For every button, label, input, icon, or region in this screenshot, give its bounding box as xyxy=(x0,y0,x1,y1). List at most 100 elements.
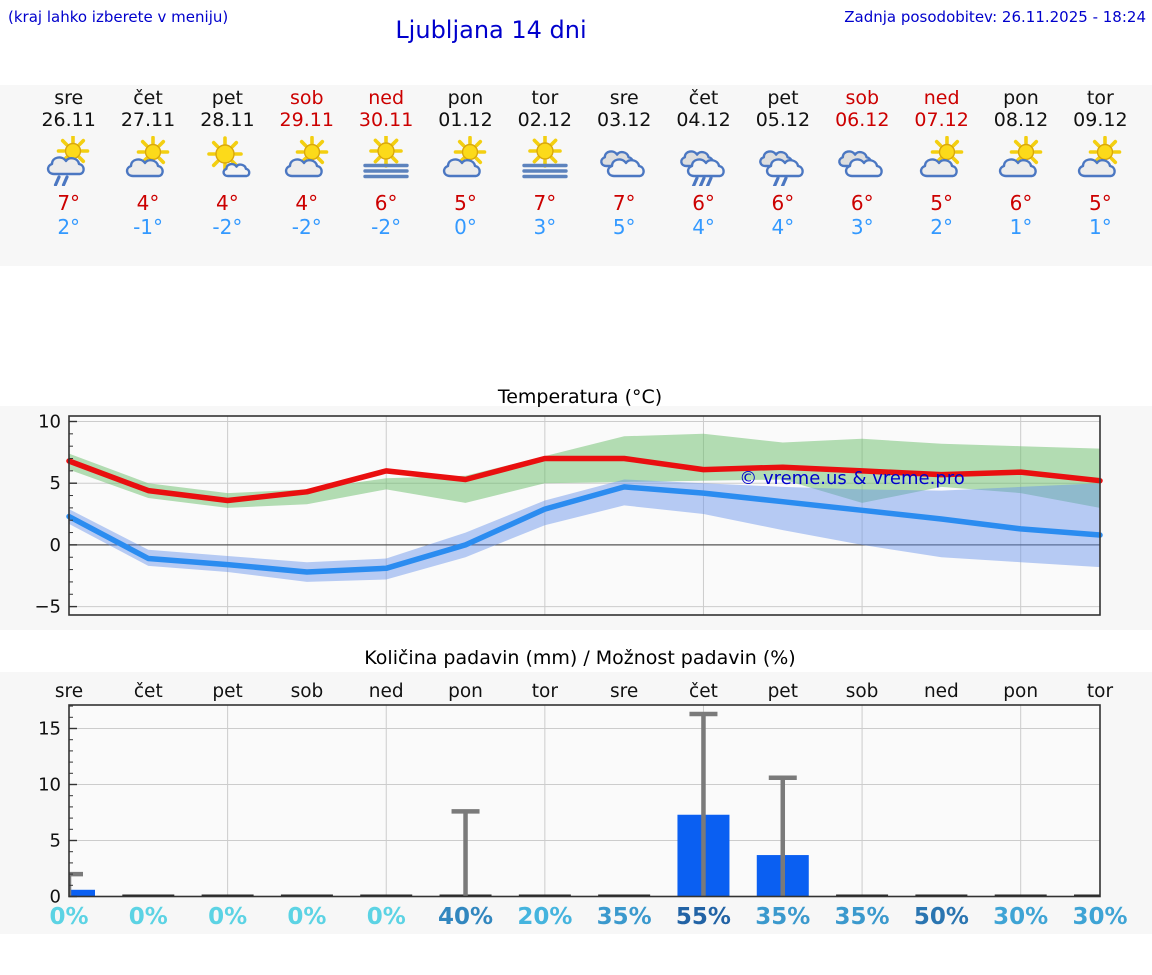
day-name: ned xyxy=(368,87,405,109)
day-high-temp: 6° xyxy=(692,191,715,215)
day-high-temp: 5° xyxy=(454,191,477,215)
day-column: čet 04.12 6° 4° xyxy=(664,87,743,239)
temp-y-tick-labels: −5 0 5 10 xyxy=(34,412,61,618)
precip-day-label: ned xyxy=(924,681,959,702)
precip-day-label: pon xyxy=(448,681,483,702)
precip-probability-label: 50% xyxy=(914,904,969,930)
day-low-temp: 2° xyxy=(57,215,81,239)
precip-probability-label: 35% xyxy=(755,904,810,930)
day-name: čet xyxy=(133,87,163,109)
day-low-temp: -2° xyxy=(371,215,402,239)
day-column: ned 07.12 5° 2° xyxy=(902,87,981,239)
precip-day-label: pet xyxy=(768,681,798,702)
day-name: sre xyxy=(54,87,84,109)
temp-chart-title: Temperatura (°C) xyxy=(497,386,663,408)
day-strip: sre 26.11 7° 2° čet 27.11 4° -1° pet 28.11 4° -2° so… xyxy=(29,87,1140,239)
sun-small-cloud-icon xyxy=(188,133,267,189)
sun-cloud-rain-icon xyxy=(29,133,108,189)
temp-y-tick-label: −5 xyxy=(34,597,61,618)
precip-day-label: pon xyxy=(1003,681,1038,702)
temp-plot-border xyxy=(68,415,1101,616)
sun-cloud-icon xyxy=(902,133,981,189)
day-name: tor xyxy=(531,87,559,109)
max-temp-line xyxy=(66,455,1103,504)
day-column: sre 26.11 7° 2° xyxy=(29,87,108,239)
precip-day-label: sob xyxy=(291,681,324,702)
day-date: 28.11 xyxy=(200,109,255,131)
precip-probability-label: 40% xyxy=(438,904,493,930)
precip-probability-label: 0% xyxy=(287,904,326,930)
day-low-temp: 0° xyxy=(454,215,477,239)
day-date: 26.11 xyxy=(41,109,96,131)
day-column: sre 03.12 7° 5° xyxy=(585,87,664,239)
precip-plot-area xyxy=(69,705,1100,897)
day-date: 02.12 xyxy=(517,109,573,131)
day-high-temp: 6° xyxy=(771,191,795,215)
precip-day-labels: sre čet pet sob ned pon tor sre čet pet sob ned pon t… xyxy=(55,681,1114,702)
last-update-text: Zadnja posodobitev: 26.11.2025 - 18:24 xyxy=(844,8,1146,26)
day-date: 27.11 xyxy=(120,109,176,131)
sun-cloud-icon xyxy=(267,133,346,189)
precip-probability-label: 30% xyxy=(1072,904,1127,930)
precip-probability-labels: 0% 0% 0% 0% 0% 40% 20% 35% 55% 35% 35% 50% 30% 30% xyxy=(49,904,1127,930)
min-temp-band xyxy=(69,479,1100,582)
day-low-temp: 4° xyxy=(771,215,795,239)
day-date: 01.12 xyxy=(438,109,493,131)
day-name: pet xyxy=(211,87,243,109)
precip-y-tick-label: 10 xyxy=(38,775,61,796)
precip-y-tick-label: 0 xyxy=(50,887,61,908)
day-name: sob xyxy=(845,87,880,109)
day-high-temp: 6° xyxy=(850,191,874,215)
day-name: pon xyxy=(1003,87,1039,109)
precip-day-label: čet xyxy=(134,681,163,702)
precip-probability-label: 35% xyxy=(835,904,890,930)
day-low-temp: 1° xyxy=(1009,215,1033,239)
precip-y-tick-label: 5 xyxy=(50,831,61,852)
precip-probability-label: 35% xyxy=(597,904,652,930)
day-high-temp: 7° xyxy=(612,191,636,215)
day-low-temp: -2° xyxy=(212,215,243,239)
precip-whiskers xyxy=(69,711,797,896)
precip-plot-border xyxy=(68,704,1101,898)
precip-y-tick-label: 15 xyxy=(38,719,61,740)
day-high-temp: 6° xyxy=(1009,191,1033,215)
day-column: sob 06.12 6° 3° xyxy=(823,87,902,239)
precip-chart-title: Količina padavin (mm) / Možnost padavin … xyxy=(364,647,796,669)
day-column: tor 02.12 7° 3° xyxy=(505,87,584,239)
menu-hint-text: (kraj lahko izberete v meniju) xyxy=(8,8,229,26)
precip-probability-label: 0% xyxy=(129,904,168,930)
day-low-temp: 4° xyxy=(692,215,715,239)
day-column: tor 09.12 5° 1° xyxy=(1061,87,1140,239)
day-date: 08.12 xyxy=(993,109,1049,131)
day-date: 06.12 xyxy=(835,109,890,131)
precip-day-label: sre xyxy=(610,681,638,702)
day-low-temp: -1° xyxy=(133,215,164,239)
day-name: sob xyxy=(289,87,324,109)
precip-day-label: sre xyxy=(55,681,83,702)
precip-probability-label: 0% xyxy=(208,904,247,930)
day-name: pet xyxy=(767,87,799,109)
day-name: sre xyxy=(609,87,639,109)
precip-probability-label: 55% xyxy=(676,904,731,930)
day-column: pon 08.12 6° 1° xyxy=(981,87,1060,239)
day-date: 03.12 xyxy=(596,109,652,131)
page-title: Ljubljana 14 dni xyxy=(395,16,587,44)
day-name: ned xyxy=(923,87,960,109)
day-low-temp: 1° xyxy=(1088,215,1112,239)
precip-probability-label: 0% xyxy=(49,904,88,930)
sun-cloud-icon xyxy=(426,133,505,189)
temp-y-tick-label: 0 xyxy=(50,535,61,556)
day-column: pet 05.12 6° 4° xyxy=(743,87,822,239)
precip-y-ticks xyxy=(69,705,77,898)
day-date: 29.11 xyxy=(279,109,334,131)
precip-probability-label: 30% xyxy=(993,904,1048,930)
sun-cloud-icon xyxy=(1061,133,1140,189)
precip-gridlines xyxy=(69,705,1100,897)
day-column: sob 29.11 4° -2° xyxy=(267,87,346,239)
forecast-strip-background xyxy=(0,85,1152,266)
temp-y-tick-label: 10 xyxy=(38,412,61,433)
min-temp-line xyxy=(66,484,1103,575)
day-date: 05.12 xyxy=(755,109,811,131)
clouds-rain-icon xyxy=(664,133,743,189)
